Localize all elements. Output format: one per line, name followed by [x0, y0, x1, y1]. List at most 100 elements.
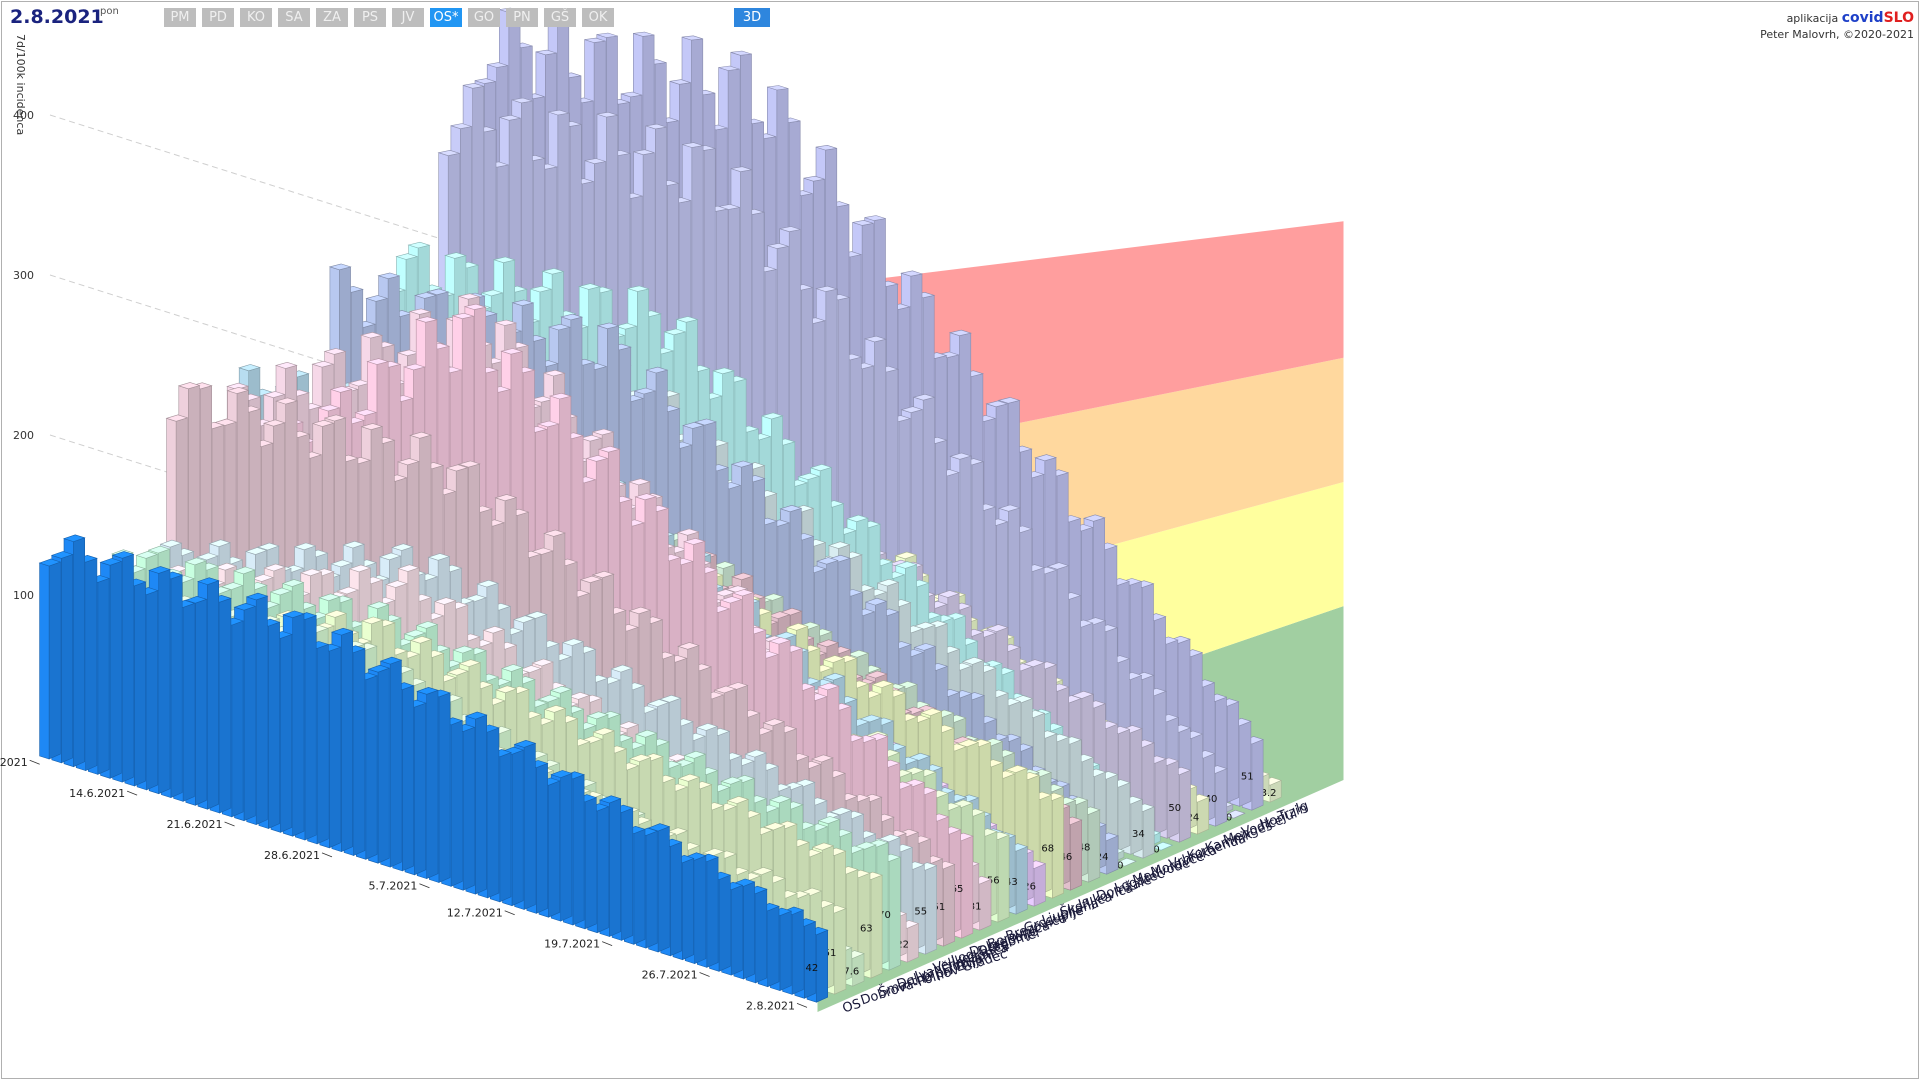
bar: [949, 452, 973, 460]
bar: [458, 659, 482, 667]
bar: [718, 65, 740, 71]
bar: [233, 566, 256, 575]
bar: [500, 348, 524, 355]
bar: [865, 670, 888, 679]
bar: [675, 316, 699, 323]
bar-side: [1118, 782, 1131, 851]
bar: [238, 364, 261, 372]
bar: [391, 543, 414, 551]
bar: [1046, 562, 1070, 570]
bar: [330, 559, 353, 568]
bar: [913, 643, 937, 651]
bar: [803, 175, 825, 182]
bar: [395, 253, 419, 260]
bar: [768, 795, 792, 804]
bar: [591, 428, 615, 436]
bar: [713, 685, 737, 694]
bar: [584, 158, 606, 165]
bar-side: [803, 921, 816, 999]
bar: [720, 776, 743, 785]
bar: [920, 708, 943, 716]
bar: [683, 537, 706, 545]
bar: [147, 545, 171, 554]
bar: [726, 795, 750, 804]
bar: [513, 739, 537, 748]
bar: [762, 822, 786, 831]
bar: [962, 656, 985, 665]
bar: [463, 303, 487, 310]
bar: [367, 664, 391, 673]
bar: [511, 299, 535, 307]
bar-side: [694, 855, 707, 965]
data-label: 24: [1096, 852, 1109, 863]
bar: [730, 50, 752, 56]
bar: [274, 361, 298, 369]
bar: [547, 323, 572, 331]
bar: [408, 308, 432, 315]
bar: [450, 123, 472, 130]
bar: [626, 285, 650, 292]
bar-side: [718, 874, 731, 972]
bar: [597, 445, 621, 453]
bar: [598, 795, 622, 804]
bar: [184, 557, 207, 566]
bar: [480, 289, 504, 297]
bar-side: [609, 798, 622, 937]
bar: [822, 672, 846, 681]
bar-side: [280, 633, 293, 833]
bar-side: [511, 749, 524, 907]
data-label: 40: [1205, 794, 1218, 805]
bar-side: [499, 752, 512, 903]
bar: [366, 358, 390, 365]
bar: [543, 529, 566, 537]
bar: [269, 587, 293, 596]
bar: [330, 627, 354, 636]
bar: [159, 539, 183, 548]
bar: [311, 360, 335, 368]
bar: [281, 579, 305, 587]
bar: [586, 711, 609, 720]
bar: [725, 585, 749, 593]
bar-side: [560, 772, 573, 922]
bar: [634, 729, 658, 738]
bar-side: [633, 828, 646, 945]
bar-side: [1239, 720, 1252, 807]
bar-side: [426, 689, 439, 880]
bar: [614, 322, 638, 330]
bar: [628, 478, 651, 486]
bar: [529, 285, 553, 293]
bar: [997, 504, 1021, 512]
bar: [633, 149, 655, 156]
bar: [561, 638, 585, 646]
bar: [677, 773, 701, 782]
bar: [549, 685, 573, 694]
bar: [731, 572, 754, 581]
bar: [822, 655, 846, 663]
bar: [578, 283, 602, 290]
bar-side: [645, 830, 658, 949]
bar: [584, 37, 606, 43]
bar: [220, 582, 244, 590]
bar-side: [365, 675, 378, 860]
data-label: 51: [824, 948, 837, 959]
bar-side: [779, 910, 792, 992]
bar: [591, 570, 615, 579]
bar: [683, 750, 707, 759]
bar: [541, 268, 565, 275]
bar: [244, 547, 268, 555]
bar: [464, 711, 488, 720]
bar: [817, 816, 841, 825]
bar: [409, 635, 433, 644]
bar: [354, 409, 378, 416]
bar: [730, 460, 754, 468]
bar: [548, 392, 573, 400]
bar: [451, 312, 475, 320]
bar: [760, 412, 784, 420]
bar: [379, 656, 403, 665]
bar-side: [401, 685, 414, 872]
bar-side: [791, 909, 804, 995]
bar: [864, 597, 888, 606]
bar: [548, 109, 570, 116]
bar: [681, 35, 703, 41]
bar: [659, 694, 682, 703]
